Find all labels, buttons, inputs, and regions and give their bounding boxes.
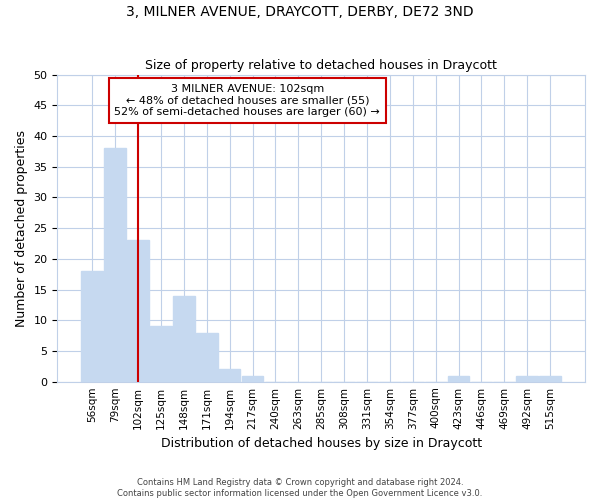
- Bar: [82, 271, 103, 382]
- Bar: [448, 376, 469, 382]
- Text: 3 MILNER AVENUE: 102sqm
← 48% of detached houses are smaller (55)
52% of semi-de: 3 MILNER AVENUE: 102sqm ← 48% of detache…: [115, 84, 380, 117]
- Title: Size of property relative to detached houses in Draycott: Size of property relative to detached ho…: [145, 59, 497, 72]
- Bar: [104, 148, 126, 382]
- Bar: [196, 332, 218, 382]
- Bar: [539, 376, 561, 382]
- Text: 3, MILNER AVENUE, DRAYCOTT, DERBY, DE72 3ND: 3, MILNER AVENUE, DRAYCOTT, DERBY, DE72 …: [126, 5, 474, 19]
- Bar: [150, 326, 172, 382]
- X-axis label: Distribution of detached houses by size in Draycott: Distribution of detached houses by size …: [161, 437, 482, 450]
- Bar: [173, 296, 195, 382]
- Y-axis label: Number of detached properties: Number of detached properties: [15, 130, 28, 326]
- Bar: [242, 376, 263, 382]
- Bar: [219, 370, 241, 382]
- Text: Contains HM Land Registry data © Crown copyright and database right 2024.
Contai: Contains HM Land Registry data © Crown c…: [118, 478, 482, 498]
- Bar: [517, 376, 538, 382]
- Bar: [127, 240, 149, 382]
